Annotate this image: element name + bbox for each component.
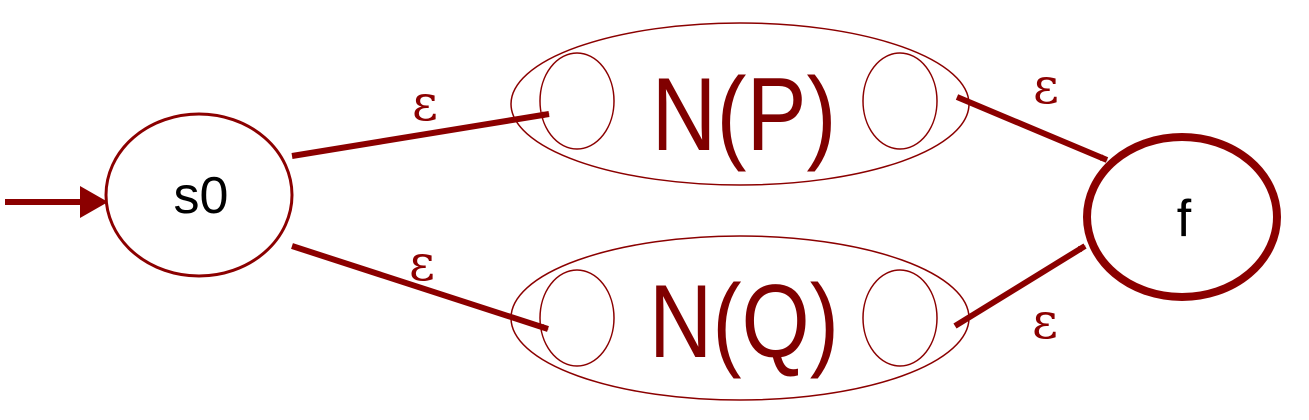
transition-nq-to-f: ε bbox=[953, 243, 1087, 350]
transition-s0-to-nq-label: ε bbox=[409, 234, 435, 292]
transition-s0-to-np: ε bbox=[291, 74, 550, 159]
transition-s0-to-np-label: ε bbox=[412, 74, 438, 132]
final-state: f bbox=[1083, 133, 1281, 301]
subautomaton-np: N(P) bbox=[510, 22, 970, 186]
np-start-state bbox=[539, 52, 615, 150]
np-label: N(P) bbox=[652, 57, 837, 173]
start-state: s0 bbox=[104, 112, 294, 278]
transition-nq-to-f-label: ε bbox=[1032, 292, 1058, 350]
transition-np-to-f-label: ε bbox=[1033, 57, 1059, 115]
subautomaton-nq: N(Q) bbox=[510, 235, 970, 401]
transition-s0-to-nq: ε bbox=[291, 234, 549, 332]
nq-label: N(Q) bbox=[649, 264, 839, 380]
initial-arrow bbox=[5, 186, 108, 218]
transition-np-to-f: ε bbox=[955, 57, 1109, 163]
start-state-label: s0 bbox=[174, 167, 229, 225]
final-state-label: f bbox=[1177, 190, 1192, 248]
np-accept-state bbox=[862, 52, 938, 150]
nq-start-state bbox=[539, 269, 615, 367]
nq-accept-state bbox=[862, 269, 938, 367]
